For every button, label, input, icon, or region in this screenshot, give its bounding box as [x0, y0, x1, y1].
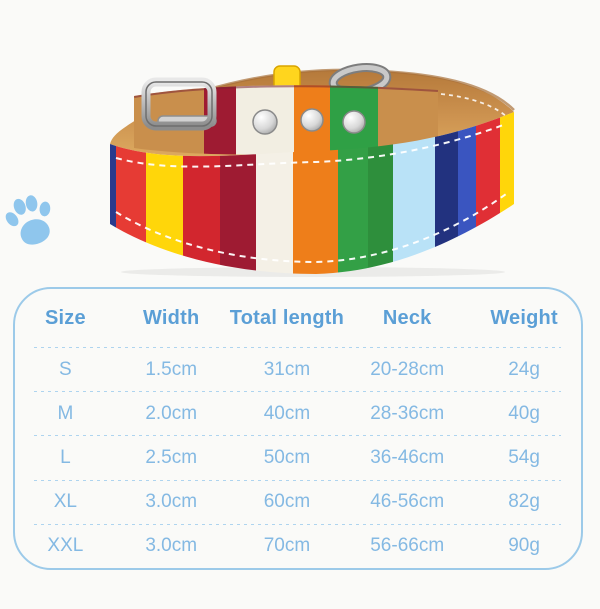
cell-weight: 90g: [508, 535, 540, 557]
table-row-l: L 2.5cm 50cm 36-46cm 54g: [15, 436, 581, 479]
cell-neck: 46-56cm: [370, 491, 445, 513]
product-photo: [0, 0, 600, 285]
cell-total-length: 40cm: [263, 402, 311, 424]
cell-size: XXL: [47, 535, 84, 557]
collar-image: [110, 63, 515, 277]
col-header-total-length: Total length: [229, 306, 345, 329]
col-header-width: Width: [143, 306, 200, 329]
table-row-xxl: XXL 3.0cm 70cm 56-66cm 90g: [15, 525, 581, 568]
row-divider: [34, 347, 561, 348]
cell-neck: 36-46cm: [370, 447, 445, 468]
collar-rivets: [252, 108, 366, 135]
cell-weight: 24g: [508, 358, 540, 380]
row-divider: [34, 391, 561, 393]
cell-total-length: 70cm: [263, 535, 311, 557]
paw-icon: [5, 195, 51, 245]
table-header-row: Size Width Total length Neck Weight: [15, 289, 581, 347]
table-row-s: S 1.5cm 31cm 20-28cm 24g: [15, 348, 581, 391]
col-header-neck: Neck: [382, 306, 432, 329]
cell-total-length: 50cm: [263, 447, 311, 468]
band-stitching-top: [115, 123, 507, 168]
cell-width: 3.0cm: [145, 535, 198, 557]
cell-neck: 20-28cm: [370, 358, 445, 380]
cell-size: M: [57, 402, 74, 424]
table-row-xl: XL 3.0cm 60cm 46-56cm 82g: [15, 481, 581, 524]
row-divider: [34, 435, 561, 437]
size-chart-table: Size Width Total length Neck Weight S 1.…: [13, 287, 583, 570]
cell-width: 2.5cm: [145, 447, 198, 468]
cell-width: 2.0cm: [145, 402, 198, 424]
cell-width: 3.0cm: [145, 491, 198, 513]
cell-weight: 82g: [508, 491, 540, 513]
cell-weight: 40g: [508, 402, 540, 424]
table-row-m: M 2.0cm 40cm 28-36cm 40g: [15, 392, 581, 435]
cell-total-length: 60cm: [263, 491, 311, 513]
row-divider: [34, 523, 561, 525]
cell-size: L: [60, 447, 71, 468]
col-header-weight: Weight: [490, 306, 558, 329]
cell-neck: 56-66cm: [370, 535, 445, 557]
cell-size: XL: [53, 491, 77, 513]
cell-weight: 54g: [508, 447, 540, 468]
col-header-size: Size: [44, 306, 86, 329]
cell-total-length: 31cm: [263, 358, 311, 380]
cell-width: 1.5cm: [145, 358, 198, 380]
leather-stitching: [440, 93, 509, 119]
cell-neck: 28-36cm: [370, 402, 445, 424]
band-stitching-bottom: [115, 193, 507, 264]
row-divider: [34, 479, 561, 481]
cell-size: S: [59, 358, 72, 380]
